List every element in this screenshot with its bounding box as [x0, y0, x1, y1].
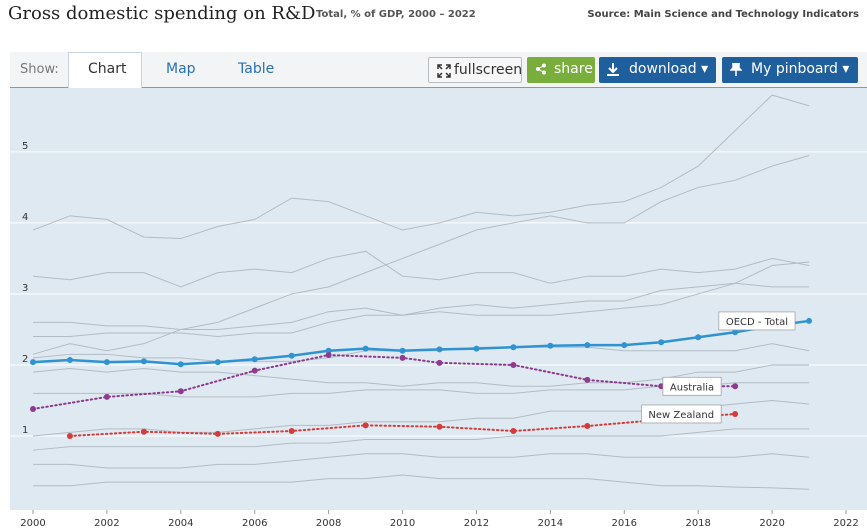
point — [177, 361, 184, 368]
y-tick-label: 2 — [22, 354, 28, 365]
fullscreen-button[interactable]: fullscreen — [428, 57, 522, 83]
point — [251, 367, 258, 374]
pinboard-button[interactable]: My pinboard ▾ — [722, 57, 858, 83]
series-line — [31, 319, 811, 366]
title: Gross domestic spending on R&D — [8, 3, 316, 24]
button-label: download — [629, 61, 697, 77]
source: Source: Main Science and Technology Indi… — [587, 9, 859, 20]
x-tick-label: 2020 — [759, 518, 784, 529]
point — [732, 383, 739, 390]
x-tick-label: 2014 — [538, 518, 563, 529]
series-label-box — [718, 311, 796, 331]
chart: 1 2 3 4 5 2000 2002 2004 2006 2008 2010 2012 2014 201… — [10, 88, 867, 529]
button-label: share — [554, 61, 593, 77]
point — [584, 376, 591, 383]
series-label-box — [641, 404, 722, 424]
y-tick-label: 5 — [22, 141, 28, 152]
point — [66, 356, 73, 363]
point — [251, 356, 258, 363]
y-tick-label: 3 — [22, 283, 28, 294]
background-line — [33, 474, 810, 490]
point — [214, 359, 221, 366]
series-line — [68, 412, 737, 437]
point — [177, 388, 184, 395]
tab[interactable]: Table — [238, 61, 275, 77]
button-label: fullscreen — [454, 62, 523, 78]
background-line — [32, 250, 810, 288]
point — [436, 346, 443, 353]
point — [140, 428, 147, 435]
point — [103, 393, 110, 400]
series-label-box — [662, 376, 722, 396]
point — [362, 422, 369, 429]
y-tick-label: 4 — [22, 212, 28, 223]
background-line — [32, 154, 810, 355]
point — [288, 352, 295, 359]
active-tab[interactable] — [68, 52, 142, 88]
point — [30, 359, 36, 366]
share-button[interactable]: share — [527, 57, 595, 83]
point — [695, 334, 702, 341]
series-label: New Zealand — [648, 410, 714, 421]
download-button[interactable]: download ▾ — [599, 57, 716, 83]
point — [288, 428, 295, 435]
point — [30, 405, 36, 412]
point — [806, 317, 813, 324]
point — [325, 352, 332, 359]
point — [584, 342, 591, 349]
background-line — [33, 261, 810, 330]
background-line — [32, 428, 810, 451]
point — [399, 354, 406, 361]
point — [621, 342, 628, 349]
x-tick-label: 2004 — [168, 518, 193, 529]
x-tick-label: 2018 — [685, 518, 710, 529]
y-tick-label: 1 — [22, 425, 28, 436]
point — [436, 359, 443, 366]
point — [658, 339, 665, 346]
point — [103, 359, 110, 366]
series-label: OECD - Total — [726, 317, 788, 328]
x-tick-label: 2008 — [316, 518, 341, 529]
x-tick-label: 2016 — [612, 518, 637, 529]
point — [510, 361, 517, 368]
point — [732, 329, 739, 336]
point — [362, 345, 369, 352]
show-label: Show: — [20, 62, 59, 77]
point — [140, 358, 147, 365]
button-label: My pinboard — [751, 61, 838, 77]
point — [436, 423, 443, 430]
series-label: Australia — [670, 382, 714, 393]
point — [584, 423, 591, 430]
point — [473, 345, 480, 352]
background-line — [32, 364, 810, 387]
x-tick-label: 2022 — [833, 518, 858, 529]
point — [510, 344, 517, 351]
point — [547, 342, 554, 349]
background-line — [33, 282, 810, 338]
point — [510, 428, 517, 435]
point — [214, 430, 221, 437]
subtitle: Total, % of GDP, 2000 – 2022 — [316, 9, 476, 20]
x-tick-label: 2000 — [20, 518, 45, 529]
point — [399, 347, 406, 354]
tab[interactable]: Chart — [88, 61, 127, 77]
toolbar: Show: Chart Map Table fullscreen share d… — [10, 52, 867, 88]
tab[interactable]: Map — [166, 61, 196, 77]
x-tick-label: 2006 — [242, 518, 267, 529]
point — [66, 432, 73, 439]
point — [732, 410, 739, 417]
x-tick-label: 2010 — [390, 518, 415, 529]
background-line — [33, 453, 810, 469]
point — [325, 347, 332, 354]
x-tick-label: 2012 — [464, 518, 489, 529]
x-tick-label: 2002 — [94, 518, 119, 529]
background-line — [32, 94, 810, 240]
